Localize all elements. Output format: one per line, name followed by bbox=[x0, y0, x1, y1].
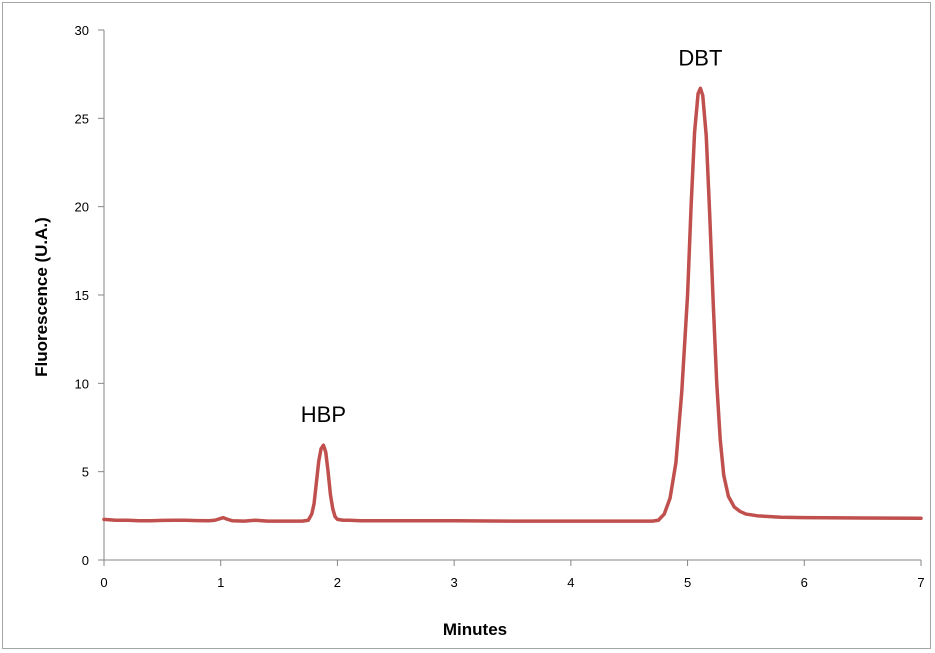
x-tick-label: 7 bbox=[917, 575, 924, 590]
y-tick-label: 30 bbox=[75, 23, 89, 38]
x-tick-label: 4 bbox=[567, 575, 574, 590]
x-tick-label: 6 bbox=[801, 575, 808, 590]
y-tick-label: 5 bbox=[82, 465, 89, 480]
y-tick-label: 0 bbox=[82, 553, 89, 568]
y-axis-title: Fluorescence (U.A.) bbox=[32, 217, 51, 377]
x-tick-label: 3 bbox=[451, 575, 458, 590]
y-tick-label: 15 bbox=[75, 288, 89, 303]
y-tick-label: 25 bbox=[75, 111, 89, 126]
x-tick-label: 1 bbox=[217, 575, 224, 590]
x-tick-label: 5 bbox=[684, 575, 691, 590]
x-axis-title: Minutes bbox=[443, 620, 507, 639]
axes bbox=[103, 30, 921, 561]
x-tick-label: 2 bbox=[334, 575, 341, 590]
series-line-0 bbox=[102, 86, 923, 523]
y-tick-label: 20 bbox=[75, 200, 89, 215]
annotation-layer: HBP DBT bbox=[301, 45, 723, 427]
peak-label-dbt: DBT bbox=[678, 45, 722, 70]
ticks: 0 1 2 3 4 5 6 7 0 5 10 15 20 25 30 bbox=[75, 23, 925, 590]
series-layer bbox=[102, 86, 923, 523]
y-tick-label: 10 bbox=[75, 376, 89, 391]
peak-label-hbp: HBP bbox=[301, 402, 346, 427]
x-tick-label: 0 bbox=[100, 575, 107, 590]
